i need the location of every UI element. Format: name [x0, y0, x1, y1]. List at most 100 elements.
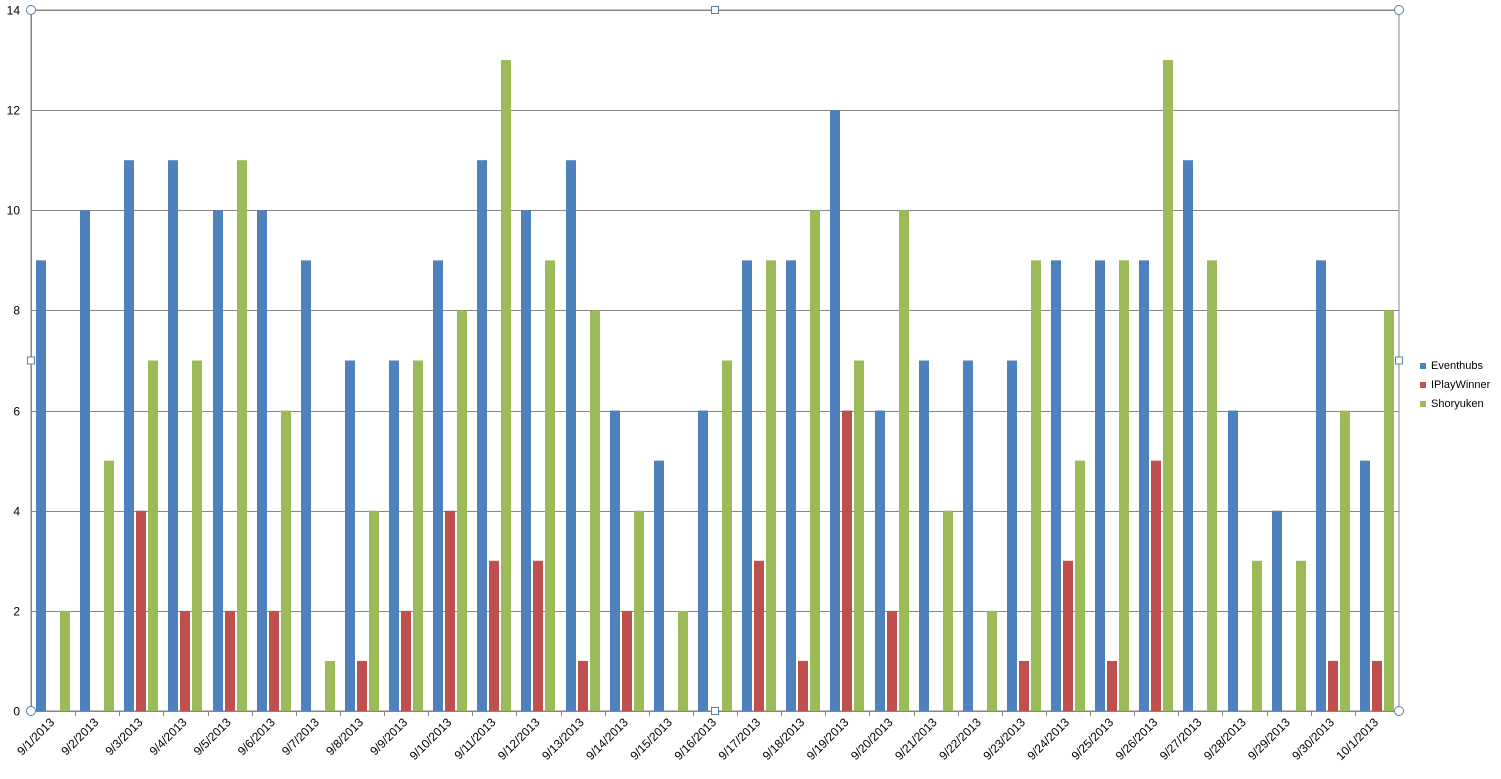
- bar-eventhubs[interactable]: [1316, 260, 1326, 711]
- bar-shoryuken[interactable]: [413, 360, 423, 712]
- bar-shoryuken[interactable]: [590, 310, 600, 711]
- bar-eventhubs[interactable]: [654, 460, 664, 711]
- bar-iplaywinner[interactable]: [622, 610, 632, 711]
- bar-shoryuken[interactable]: [457, 310, 467, 711]
- bar-iplaywinner[interactable]: [1019, 660, 1029, 711]
- bar-eventhubs[interactable]: [1183, 160, 1193, 711]
- bar-shoryuken[interactable]: [810, 210, 820, 712]
- bar-shoryuken[interactable]: [987, 610, 997, 711]
- x-tick-label: 10/1/2013: [1333, 715, 1381, 763]
- bar-shoryuken[interactable]: [325, 660, 335, 711]
- bar-iplaywinner[interactable]: [357, 660, 367, 711]
- bar-iplaywinner[interactable]: [798, 660, 808, 711]
- bar-shoryuken[interactable]: [148, 360, 158, 712]
- bar-shoryuken[interactable]: [501, 60, 511, 712]
- bar-eventhubs[interactable]: [919, 360, 929, 712]
- bar-iplaywinner[interactable]: [1151, 460, 1161, 711]
- bar-iplaywinner[interactable]: [842, 410, 852, 711]
- bar-iplaywinner[interactable]: [1328, 660, 1338, 711]
- bar-eventhubs[interactable]: [1051, 260, 1061, 711]
- bar-eventhubs[interactable]: [698, 410, 708, 711]
- bar-iplaywinner[interactable]: [1063, 560, 1073, 711]
- bar-shoryuken[interactable]: [369, 510, 379, 711]
- bar-shoryuken[interactable]: [60, 610, 70, 711]
- bar-eventhubs[interactable]: [610, 410, 620, 711]
- bar-shoryuken[interactable]: [545, 260, 555, 711]
- bar-shoryuken[interactable]: [678, 610, 688, 711]
- bar-eventhubs[interactable]: [1272, 510, 1282, 711]
- bar-eventhubs[interactable]: [566, 160, 576, 711]
- bar-iplaywinner[interactable]: [269, 610, 279, 711]
- bar-shoryuken[interactable]: [1252, 560, 1262, 711]
- bar-eventhubs[interactable]: [1360, 460, 1370, 711]
- bar-eventhubs[interactable]: [963, 360, 973, 712]
- bar-shoryuken[interactable]: [237, 160, 247, 711]
- bar-eventhubs[interactable]: [521, 210, 531, 712]
- bar-eventhubs[interactable]: [80, 210, 90, 712]
- bar-eventhubs[interactable]: [477, 160, 487, 711]
- bar-shoryuken[interactable]: [1075, 460, 1085, 711]
- bar-shoryuken[interactable]: [1119, 260, 1129, 711]
- resize-handle-corner[interactable]: [26, 706, 36, 716]
- bar-shoryuken[interactable]: [766, 260, 776, 711]
- bar-iplaywinner[interactable]: [754, 560, 764, 711]
- bar-shoryuken[interactable]: [1163, 60, 1173, 712]
- bar-eventhubs[interactable]: [1007, 360, 1017, 712]
- bar-shoryuken[interactable]: [1384, 310, 1394, 711]
- bar-shoryuken[interactable]: [854, 360, 864, 712]
- bar-shoryuken[interactable]: [1296, 560, 1306, 711]
- bar-eventhubs[interactable]: [389, 360, 399, 712]
- resize-handle-corner[interactable]: [1394, 5, 1404, 15]
- legend-item[interactable]: IPlayWinner: [1420, 375, 1490, 394]
- bar-shoryuken[interactable]: [1340, 410, 1350, 711]
- y-tick-label: 8: [13, 304, 20, 318]
- x-tick-label: 9/16/2013: [671, 715, 719, 763]
- bar-iplaywinner[interactable]: [136, 510, 146, 711]
- bar-eventhubs[interactable]: [433, 260, 443, 711]
- bar-eventhubs[interactable]: [301, 260, 311, 711]
- bar-iplaywinner[interactable]: [401, 610, 411, 711]
- bar-iplaywinner[interactable]: [1107, 660, 1117, 711]
- bar-eventhubs[interactable]: [786, 260, 796, 711]
- bar-iplaywinner[interactable]: [445, 510, 455, 711]
- bar-eventhubs[interactable]: [345, 360, 355, 712]
- bar-eventhubs[interactable]: [1228, 410, 1238, 711]
- x-tick-label: 9/7/2013: [279, 715, 322, 758]
- bar-eventhubs[interactable]: [1139, 260, 1149, 711]
- bar-iplaywinner[interactable]: [1372, 660, 1382, 711]
- legend-item[interactable]: Eventhubs: [1420, 356, 1490, 375]
- bar-eventhubs[interactable]: [742, 260, 752, 711]
- bar-eventhubs[interactable]: [168, 160, 178, 711]
- bar-shoryuken[interactable]: [722, 360, 732, 712]
- bar-eventhubs[interactable]: [36, 260, 46, 711]
- bar-shoryuken[interactable]: [634, 510, 644, 711]
- resize-handle-corner[interactable]: [26, 5, 36, 15]
- bar-iplaywinner[interactable]: [887, 610, 897, 711]
- resize-handle-side[interactable]: [27, 356, 35, 365]
- bar-shoryuken[interactable]: [1207, 260, 1217, 711]
- bar-iplaywinner[interactable]: [578, 660, 588, 711]
- resize-handle-corner[interactable]: [1394, 706, 1404, 716]
- bar-iplaywinner[interactable]: [225, 610, 235, 711]
- bar-shoryuken[interactable]: [899, 210, 909, 712]
- bar-iplaywinner[interactable]: [489, 560, 499, 711]
- bar-eventhubs[interactable]: [875, 410, 885, 711]
- bar-eventhubs[interactable]: [257, 210, 267, 712]
- legend-item[interactable]: Shoryuken: [1420, 394, 1490, 413]
- resize-handle-side[interactable]: [711, 707, 719, 715]
- bar-shoryuken[interactable]: [192, 360, 202, 712]
- x-tick-label: 9/23/2013: [980, 715, 1028, 763]
- bar-shoryuken[interactable]: [281, 410, 291, 711]
- bar-iplaywinner[interactable]: [533, 560, 543, 711]
- bar-iplaywinner[interactable]: [180, 610, 190, 711]
- bar-eventhubs[interactable]: [124, 160, 134, 711]
- bar-shoryuken[interactable]: [943, 510, 953, 711]
- bar-shoryuken[interactable]: [1031, 260, 1041, 711]
- bar-shoryuken[interactable]: [104, 460, 114, 711]
- bar-eventhubs[interactable]: [830, 110, 840, 711]
- bar-eventhubs[interactable]: [213, 210, 223, 712]
- resize-handle-side[interactable]: [1395, 356, 1403, 365]
- bar-eventhubs[interactable]: [1095, 260, 1105, 711]
- resize-handle-side[interactable]: [711, 6, 719, 14]
